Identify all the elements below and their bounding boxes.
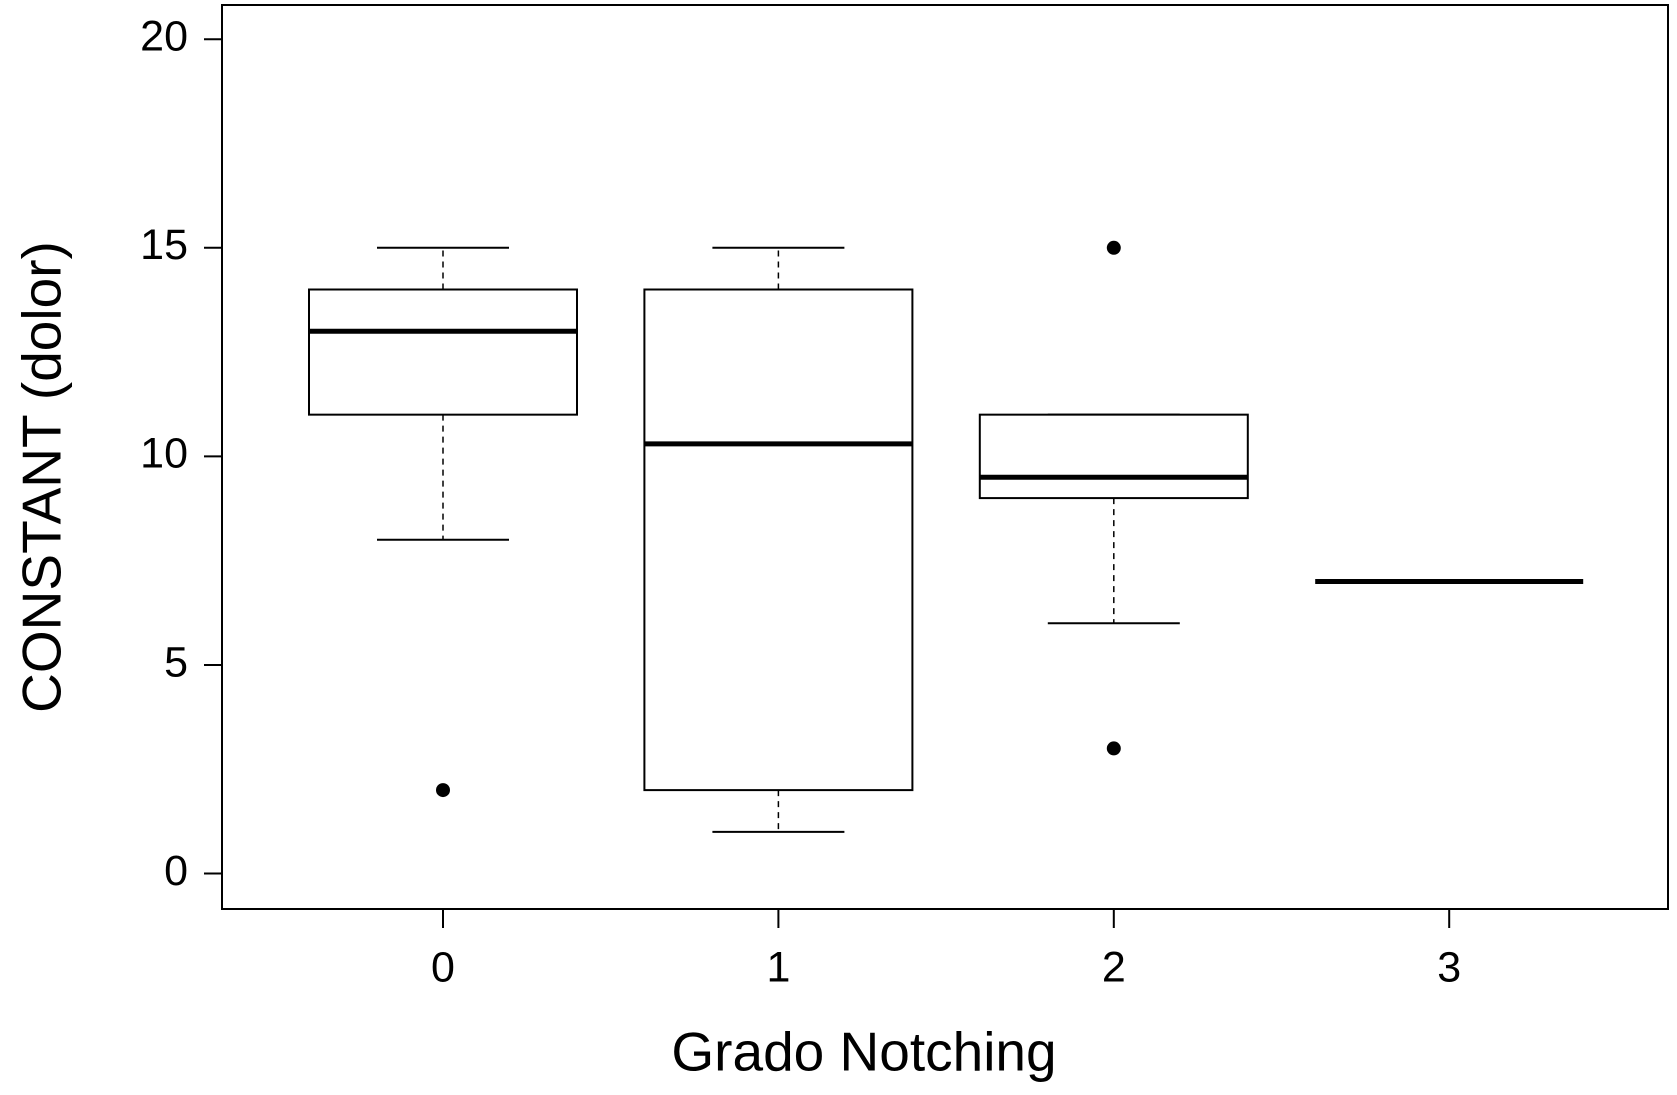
x-tick-label: 1 — [766, 943, 790, 991]
outlier — [1106, 240, 1121, 255]
y-tick-label: 15 — [140, 221, 188, 269]
x-tick-label: 2 — [1102, 943, 1126, 991]
x-axis-title: Grado Notching — [671, 1021, 1056, 1083]
y-axis-title: CONSTANT (dolor) — [11, 241, 73, 713]
y-tick-label: 0 — [164, 847, 188, 895]
plot-frame — [221, 4, 1669, 910]
box — [978, 413, 1249, 500]
y-tick-label: 5 — [164, 638, 188, 686]
x-tick-label: 3 — [1437, 943, 1461, 991]
box — [308, 288, 578, 416]
x-tick-label: 0 — [431, 943, 455, 991]
box — [643, 288, 914, 792]
y-tick-label: 20 — [140, 13, 188, 61]
outlier — [1106, 741, 1121, 756]
y-tick-label: 10 — [140, 430, 188, 478]
outlier — [436, 783, 450, 798]
